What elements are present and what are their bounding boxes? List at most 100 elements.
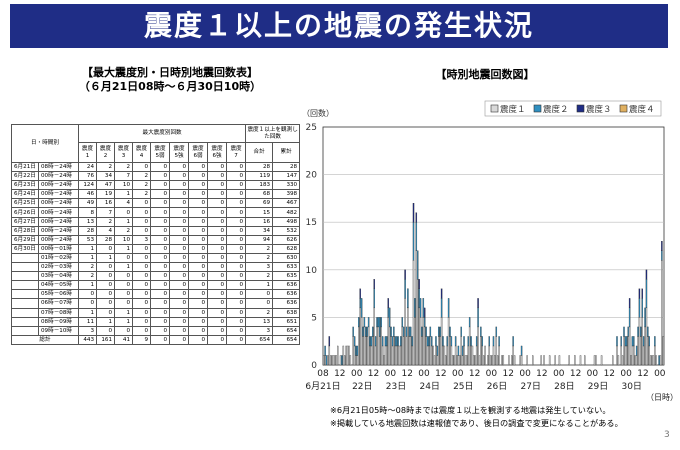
row-time: 00時－24時 bbox=[37, 180, 80, 191]
row-count-intensity-3: 0 bbox=[114, 280, 134, 291]
row-count-intensity-3: 4 bbox=[114, 198, 134, 209]
bar-intensity-1 bbox=[487, 355, 489, 366]
bar-intensity-1 bbox=[386, 345, 388, 366]
row-count-intensity-9: 0 bbox=[226, 207, 247, 218]
bar-intensity-2 bbox=[640, 326, 642, 337]
row-total: 69 bbox=[245, 198, 274, 209]
row-count-intensity-6: 0 bbox=[169, 189, 190, 200]
row-count-intensity-5: 0 bbox=[150, 216, 171, 227]
bar-intensity-2 bbox=[440, 298, 443, 318]
row-cumulative: 654 bbox=[272, 325, 301, 336]
x-hour-label: 00 bbox=[587, 369, 599, 379]
row-count-intensity-3: 1 bbox=[114, 316, 134, 327]
bar-intensity-2 bbox=[426, 336, 429, 347]
bar-intensity-1 bbox=[402, 336, 405, 366]
row-count-intensity-5: 0 bbox=[150, 225, 171, 236]
row-count-intensity-1: 11 bbox=[78, 316, 98, 327]
row-count-intensity-7: 0 bbox=[188, 289, 209, 300]
bar-intensity-2 bbox=[352, 326, 354, 337]
bar-intensity-2 bbox=[463, 336, 465, 347]
row-count-intensity-3: 7 bbox=[114, 171, 134, 182]
row-date: 6月22日 bbox=[11, 171, 39, 182]
bar-intensity-1 bbox=[412, 260, 415, 366]
bar-intensity-2 bbox=[435, 336, 437, 347]
row-cumulative: 638 bbox=[272, 307, 301, 318]
header-intensity-word: 震度 bbox=[117, 145, 130, 152]
header-intensity-level: 1 bbox=[85, 152, 90, 159]
bar-intensity-2 bbox=[418, 288, 420, 309]
bar-intensity-2 bbox=[372, 326, 374, 337]
bar-intensity-1 bbox=[360, 317, 363, 366]
bar-intensity-2 bbox=[409, 326, 412, 337]
header-intensity-level: 2 bbox=[103, 152, 108, 159]
row-count-intensity-4: 2 bbox=[132, 189, 152, 200]
bar-intensity-1 bbox=[502, 355, 505, 366]
row-count-intensity-8: 0 bbox=[207, 271, 228, 282]
bar-intensity-1 bbox=[436, 355, 439, 366]
row-count-intensity-5: 0 bbox=[150, 271, 171, 282]
row-count-intensity-7: 0 bbox=[188, 325, 209, 336]
bar-intensity-2 bbox=[438, 326, 440, 337]
bar-intensity-2 bbox=[661, 250, 663, 261]
bar-intensity-1 bbox=[379, 336, 381, 366]
x-hour-label: 12 bbox=[502, 369, 513, 379]
row-count-intensity-8: 0 bbox=[207, 289, 228, 300]
x-hour-label: 12 bbox=[334, 369, 345, 379]
row-count-intensity-9: 0 bbox=[226, 171, 247, 182]
header-intensity-level: 7 bbox=[234, 152, 238, 159]
bar-intensity-1 bbox=[422, 317, 425, 366]
x-day-label: 24日 bbox=[419, 381, 439, 392]
bar-intensity-1 bbox=[633, 345, 635, 366]
bar-intensity-1 bbox=[489, 355, 492, 366]
bar-intensity-2 bbox=[631, 336, 634, 347]
row-time: 00時－24時 bbox=[37, 225, 80, 236]
row-count-intensity-8: 0 bbox=[207, 189, 228, 200]
bar-intensity-1 bbox=[631, 345, 634, 366]
header-intensity-1: 震度 1 bbox=[78, 142, 98, 163]
bar-intensity-3 bbox=[645, 269, 648, 280]
bar-intensity-2 bbox=[386, 336, 388, 347]
x-hour-label: 08 bbox=[317, 369, 329, 379]
bar-intensity-2 bbox=[512, 336, 514, 347]
bar-intensity-1 bbox=[508, 355, 510, 366]
bar-intensity-2 bbox=[421, 326, 423, 337]
row-count-intensity-5: 0 bbox=[150, 252, 171, 264]
bar-intensity-2 bbox=[408, 326, 411, 337]
bar-intensity-1 bbox=[480, 336, 482, 366]
bar-intensity-2 bbox=[431, 336, 433, 347]
header-date-time: 日・時間別 bbox=[10, 124, 80, 163]
row-count-intensity-6: 0 bbox=[169, 252, 190, 264]
row-date bbox=[11, 325, 39, 336]
bar-intensity-1 bbox=[380, 326, 382, 366]
row-count-intensity-1: 1 bbox=[78, 243, 98, 254]
bar-intensity-1 bbox=[634, 355, 636, 366]
row-time: 00時－01時 bbox=[37, 243, 80, 254]
row-count-intensity-7: 0 bbox=[188, 161, 209, 173]
row-time: 09時－10時 bbox=[37, 325, 80, 336]
bar-intensity-2 bbox=[450, 336, 453, 347]
bar-intensity-2 bbox=[461, 345, 464, 356]
row-count-intensity-6: 0 bbox=[169, 289, 190, 300]
row-count-intensity-9: 0 bbox=[226, 280, 247, 291]
bar-intensity-2 bbox=[628, 307, 631, 328]
bar-intensity-2 bbox=[647, 326, 649, 337]
bar-intensity-3 bbox=[424, 307, 426, 318]
bar-intensity-1 bbox=[511, 355, 513, 366]
bar-intensity-1 bbox=[519, 355, 521, 366]
notes: ※6月21日05時～08時までは震度１以上を観測する地震は発生していない。 ※掲… bbox=[330, 404, 675, 430]
bar-intensity-1 bbox=[501, 355, 503, 366]
row-date: 6月23日 bbox=[11, 180, 39, 191]
bar-intensity-2 bbox=[377, 317, 380, 328]
bar-intensity-1 bbox=[482, 355, 485, 366]
note-2: ※掲載している地震回数は速報値であり、後日の調査で変更になることがある。 bbox=[330, 418, 623, 428]
x-hour-label: 00 bbox=[519, 369, 531, 379]
table-row: 6月21日 08時－24時 24 2 2 0 0 0 0 0 0 28 28 bbox=[11, 161, 301, 173]
row-count-intensity-6: 0 bbox=[169, 316, 190, 327]
bar-intensity-1 bbox=[332, 355, 335, 366]
x-hour-label: 12 bbox=[570, 369, 581, 379]
row-count-intensity-8: 0 bbox=[207, 161, 228, 173]
bar-intensity-1 bbox=[651, 355, 653, 366]
bar-intensity-2 bbox=[429, 326, 432, 337]
bar-intensity-2 bbox=[422, 298, 425, 318]
bar-intensity-1 bbox=[393, 336, 395, 366]
